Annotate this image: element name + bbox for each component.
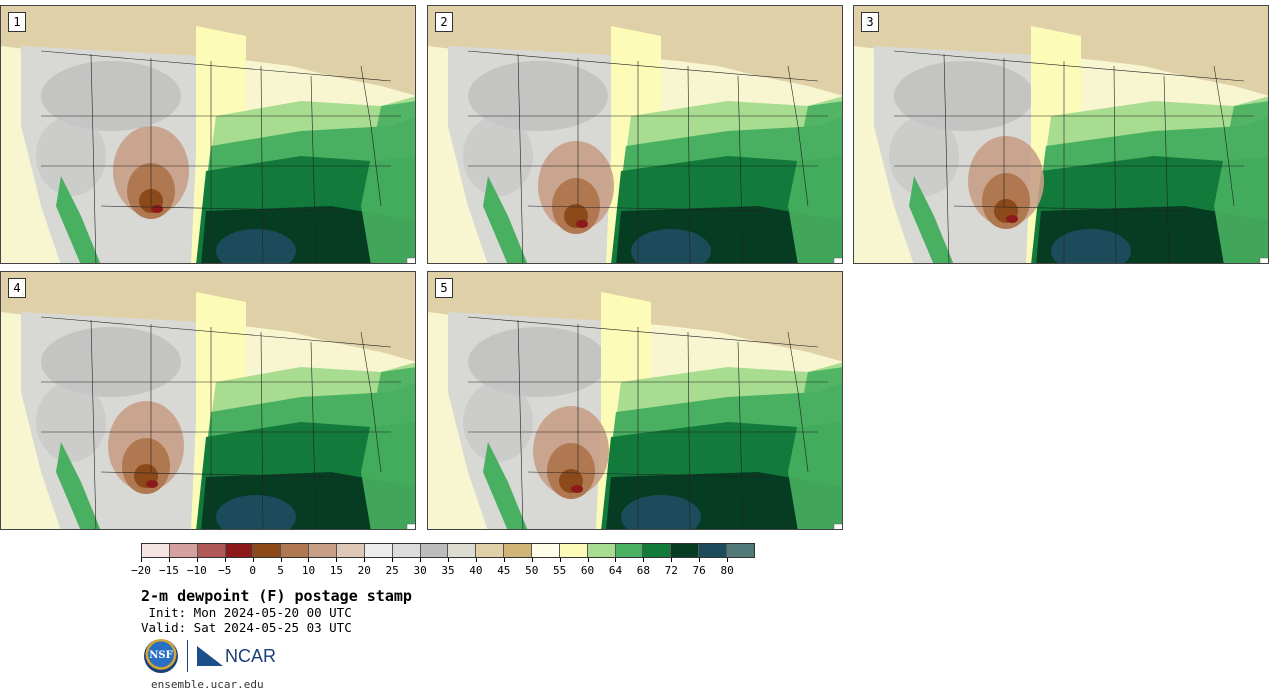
colorbar-tick-label: 35: [441, 564, 455, 577]
dewpoint-map: [428, 6, 842, 263]
colorbar-ticks: −20 −15 −10 −5 0 5 10 15 20 25 30 35 40 45 50 55 60 64 68 7…: [131, 558, 755, 578]
colorbar-swatch: [337, 544, 365, 557]
colorbar-tick: [364, 558, 366, 562]
colorbar-tick-label: −10: [186, 564, 207, 577]
colorbar-tick-label: 80: [720, 564, 734, 577]
colorbar-tick-label: −5: [218, 564, 232, 577]
colorbar-swatch: [615, 544, 644, 557]
colorbar-tick: [643, 558, 645, 562]
colorbar-swatch: [364, 544, 393, 557]
colorbar-tick: [224, 558, 226, 562]
colorbar-tick: [308, 558, 310, 562]
dewpoint-map: [428, 272, 842, 529]
colorbar-tick-label: 0: [249, 564, 256, 577]
page-title: 2-m dewpoint (F) postage stamp: [141, 587, 412, 605]
colorbar-tick: [531, 558, 533, 562]
colorbar-swatch: [671, 544, 700, 557]
dewpoint-map: [1, 272, 415, 529]
colorbar-swatch: [699, 544, 728, 557]
colorbar-tick: [615, 558, 617, 562]
colorbar-tick: [448, 558, 449, 562]
map-panel-3: 3: [853, 5, 1269, 264]
colorbar-tick: [252, 558, 254, 562]
colorbar-swatch: [587, 544, 616, 557]
colorbar-tick-label: 76: [692, 564, 706, 577]
colorbar-tick-label: 64: [608, 564, 623, 577]
colorbar-swatch: [281, 544, 310, 557]
colorbar: [141, 543, 755, 558]
colorbar-tick: [336, 558, 338, 562]
colorbar-tick-label: 60: [580, 564, 595, 577]
colorbar-tick-label: 10: [301, 564, 316, 577]
colorbar-tick-label: 55: [553, 564, 567, 577]
logos: NSF NCAR: [144, 638, 276, 674]
panel-label: 5: [435, 278, 453, 298]
logo-divider: [187, 640, 188, 672]
colorbar-swatch: [197, 544, 226, 557]
colorbar-tick-label: 25: [385, 564, 399, 577]
colorbar-swatch: [559, 544, 588, 557]
colorbar-tick: [503, 558, 505, 562]
map-panel-2: 2: [427, 5, 843, 264]
colorbar-tick-label: 68: [636, 564, 650, 577]
panel-label: 1: [8, 12, 26, 32]
colorbar-tick: [141, 558, 142, 562]
colorbar-swatch: [476, 544, 505, 557]
colorbar-tick-label: 20: [357, 564, 371, 577]
colorbar-swatch: [392, 544, 421, 557]
colorbar-tick-label: 5: [277, 564, 284, 577]
panel-label: 3: [861, 12, 879, 32]
colorbar-tick: [587, 558, 589, 562]
colorbar-tick: [392, 558, 394, 562]
colorbar-swatch: [448, 544, 477, 557]
colorbar-tick-label: −20: [131, 564, 151, 577]
colorbar-tick: [559, 558, 561, 562]
colorbar-tick: [196, 558, 198, 562]
ncar-sail-icon: [197, 646, 223, 666]
colorbar-swatch: [309, 544, 338, 557]
colorbar-swatch: [169, 544, 198, 557]
colorbar-swatch: [727, 544, 754, 557]
colorbar-tick: [671, 558, 673, 562]
ncar-logo: NCAR: [197, 646, 276, 667]
colorbar-swatch: [142, 544, 170, 557]
init-time: Init: Mon 2024-05-20 00 UTC: [141, 605, 352, 620]
colorbar-swatch: [643, 544, 672, 557]
colorbar-tick: [475, 558, 477, 562]
map-panel-5: 5: [427, 271, 843, 530]
colorbar-tick: [727, 558, 729, 562]
nsf-logo: NSF: [144, 639, 178, 673]
ncar-logo-text: NCAR: [225, 645, 277, 666]
colorbar-swatch: [225, 544, 254, 557]
colorbar-swatch: [532, 544, 560, 557]
colorbar-tick-label: −15: [158, 564, 179, 577]
colorbar-tick-label: 30: [413, 564, 427, 577]
colorbar-tick-label: 45: [497, 564, 511, 577]
colorbar-tick-label: 40: [469, 564, 483, 577]
colorbar-swatch: [420, 544, 449, 557]
panel-label: 4: [8, 278, 26, 298]
colorbar-tick-label: 72: [664, 564, 678, 577]
colorbar-tick: [699, 558, 701, 562]
dewpoint-map: [854, 6, 1268, 263]
panel-label: 2: [435, 12, 453, 32]
colorbar-tick: [168, 558, 170, 562]
valid-time: Valid: Sat 2024-05-25 03 UTC: [141, 620, 352, 635]
colorbar-tick-label: 15: [329, 564, 343, 577]
map-panel-1: 1: [0, 5, 416, 264]
dewpoint-map: [1, 6, 415, 263]
site-url: ensemble.ucar.edu: [151, 678, 264, 691]
colorbar-tick-label: 50: [525, 564, 539, 577]
colorbar-swatch: [253, 544, 282, 557]
colorbar-tick: [420, 558, 422, 562]
colorbar-tick: [280, 558, 282, 562]
map-panel-4: 4: [0, 271, 416, 530]
colorbar-swatch: [504, 544, 533, 557]
